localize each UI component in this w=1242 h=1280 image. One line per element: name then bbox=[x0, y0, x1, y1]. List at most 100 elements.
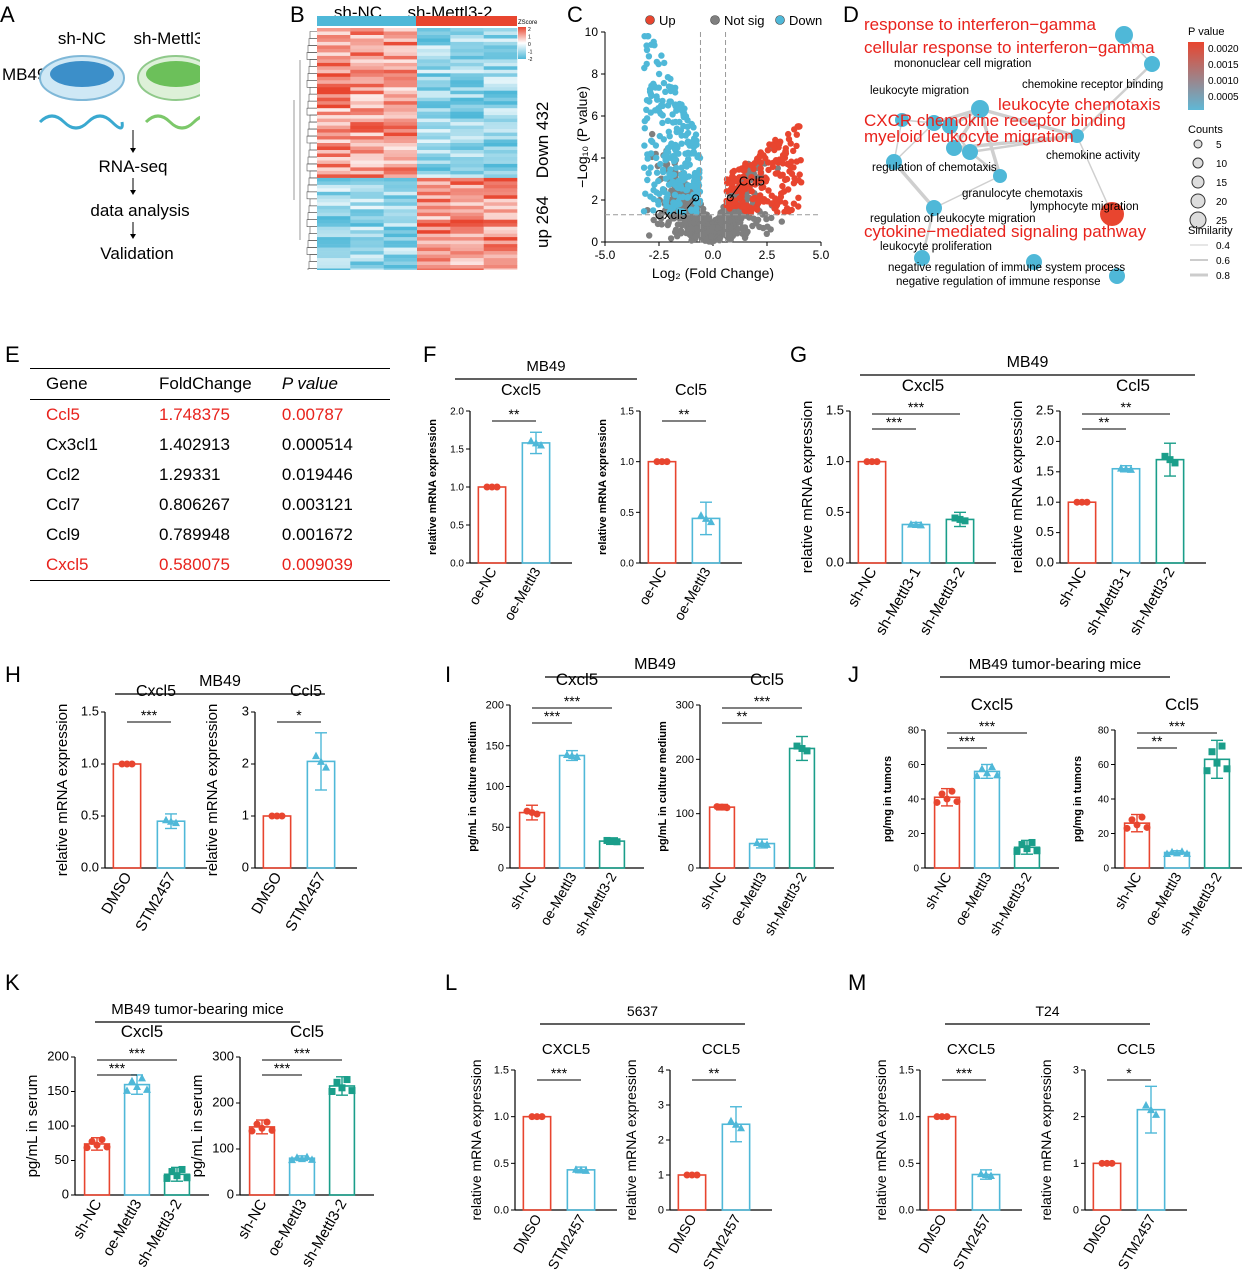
data-point bbox=[1122, 464, 1130, 473]
heatmap-cell bbox=[417, 52, 451, 57]
heatmap-cell bbox=[483, 115, 518, 119]
volcano-y-ticklabel: 2 bbox=[591, 193, 598, 207]
y-ticklabel: 3 bbox=[242, 704, 249, 719]
volcano-point bbox=[655, 70, 663, 78]
heatmap-cell bbox=[383, 188, 418, 193]
y-ticklabel: 1.5 bbox=[450, 445, 464, 456]
volcano-point bbox=[643, 97, 651, 104]
heatmap-cell bbox=[417, 69, 451, 74]
volcano-point bbox=[665, 220, 672, 227]
volcano-point bbox=[671, 155, 678, 162]
heatmap-cell bbox=[317, 66, 351, 71]
volcano-point bbox=[683, 186, 691, 194]
y-ticklabel: 0.5 bbox=[620, 508, 634, 519]
significance-label: ** bbox=[737, 708, 748, 724]
dendrogram-branch bbox=[307, 128, 317, 137]
data-point bbox=[537, 441, 545, 449]
volcano-point bbox=[666, 98, 673, 105]
bar bbox=[973, 770, 1001, 869]
data-point bbox=[1152, 1110, 1160, 1118]
network-term-significant: cellular response to interferon−gamma bbox=[864, 38, 1155, 57]
data-point bbox=[653, 458, 661, 466]
data-point bbox=[702, 514, 710, 522]
heatmap-cell bbox=[417, 244, 451, 248]
network-term: leukocyte proliferation bbox=[880, 241, 992, 253]
heatmap-cell bbox=[417, 254, 451, 259]
table-cell-p: 0.019446 bbox=[281, 465, 353, 484]
data-point bbox=[533, 1113, 541, 1121]
x-ticklabel: sh-Mettl3-2 bbox=[986, 869, 1035, 938]
volcano-point bbox=[768, 214, 775, 222]
y-ticklabel: 1.0 bbox=[620, 457, 634, 468]
step-rnaseq: RNA-seq bbox=[99, 157, 168, 176]
y-ticklabel: 100 bbox=[676, 808, 694, 820]
panel-a-group-2: sh-Mettl3-2 bbox=[133, 29, 200, 48]
volcano-point bbox=[776, 141, 783, 148]
heatmap-cell bbox=[317, 59, 351, 64]
heatmap-cell bbox=[350, 233, 384, 238]
volcano-point bbox=[748, 188, 755, 195]
heatmap-cell bbox=[483, 76, 518, 81]
volcano-point bbox=[777, 193, 785, 201]
data-point bbox=[912, 520, 920, 528]
data-point bbox=[613, 838, 621, 846]
y-ticklabel: 100 bbox=[212, 1141, 234, 1156]
heatmap-cell bbox=[383, 160, 418, 165]
data-point bbox=[167, 817, 175, 825]
heatmap-cell bbox=[383, 41, 418, 46]
heatmap-cell bbox=[450, 31, 484, 36]
heatmap-cell bbox=[383, 181, 418, 186]
heatmap-cell bbox=[383, 251, 418, 255]
significance-label: * bbox=[296, 707, 302, 723]
counts-legend-marker bbox=[1191, 175, 1205, 189]
chart-title: Cxcl5 bbox=[121, 1022, 164, 1041]
panel-label-f: F bbox=[423, 342, 437, 367]
heatmap-cell bbox=[317, 52, 351, 57]
heatmap-cell bbox=[383, 146, 418, 151]
volcano-point bbox=[790, 200, 798, 207]
volcano-point bbox=[669, 119, 677, 126]
heatmap-cell bbox=[350, 97, 384, 102]
volcano-point bbox=[774, 209, 781, 216]
col-foldchange: FoldChange bbox=[159, 374, 252, 393]
network-term-significant: response to interferon−gamma bbox=[864, 15, 1097, 34]
volcano-y-ticklabel: 0 bbox=[591, 235, 598, 249]
bar bbox=[123, 1083, 151, 1196]
heatmap-cell bbox=[383, 265, 418, 269]
counts-legend-marker bbox=[1193, 139, 1203, 149]
heatmap-cell bbox=[417, 132, 451, 137]
heatmap-cell bbox=[383, 212, 418, 217]
counts-legend-marker bbox=[1189, 211, 1207, 229]
heatmap-cell bbox=[350, 104, 384, 109]
dendrogram-branch bbox=[308, 261, 317, 269]
heatmap-cell bbox=[417, 97, 451, 102]
heatmap-cell bbox=[483, 170, 518, 175]
volcano-point bbox=[643, 60, 650, 68]
heatmap-cell bbox=[483, 139, 518, 144]
volcano-point bbox=[693, 225, 701, 233]
heatmap-cell bbox=[350, 181, 384, 186]
network-node bbox=[946, 140, 962, 156]
heatmap-cell bbox=[417, 205, 451, 210]
heatmap-cell bbox=[450, 261, 484, 266]
heatmap-cell bbox=[483, 219, 518, 224]
table-cell-gene: Ccl7 bbox=[46, 495, 81, 514]
bar bbox=[971, 1173, 1001, 1211]
y-ticklabel: 1.5 bbox=[494, 1065, 509, 1077]
data-point bbox=[693, 1171, 701, 1179]
heatmap-cell bbox=[417, 55, 451, 60]
significance-label: *** bbox=[956, 1065, 973, 1081]
volcano-point bbox=[725, 231, 733, 238]
volcano-point bbox=[647, 150, 655, 157]
bar bbox=[83, 1143, 111, 1196]
counts-legend-label: 10 bbox=[1216, 159, 1228, 170]
heatmap-cell bbox=[317, 240, 351, 245]
data-point bbox=[322, 763, 330, 771]
volcano-point bbox=[758, 184, 765, 191]
data-point bbox=[948, 787, 956, 795]
data-point bbox=[328, 1088, 336, 1095]
x-ticklabel: sh-NC bbox=[69, 1196, 105, 1241]
table-cell-p: 0.000514 bbox=[281, 435, 353, 454]
panel-label-b: B bbox=[290, 2, 305, 27]
heatmap-cell bbox=[450, 219, 484, 224]
